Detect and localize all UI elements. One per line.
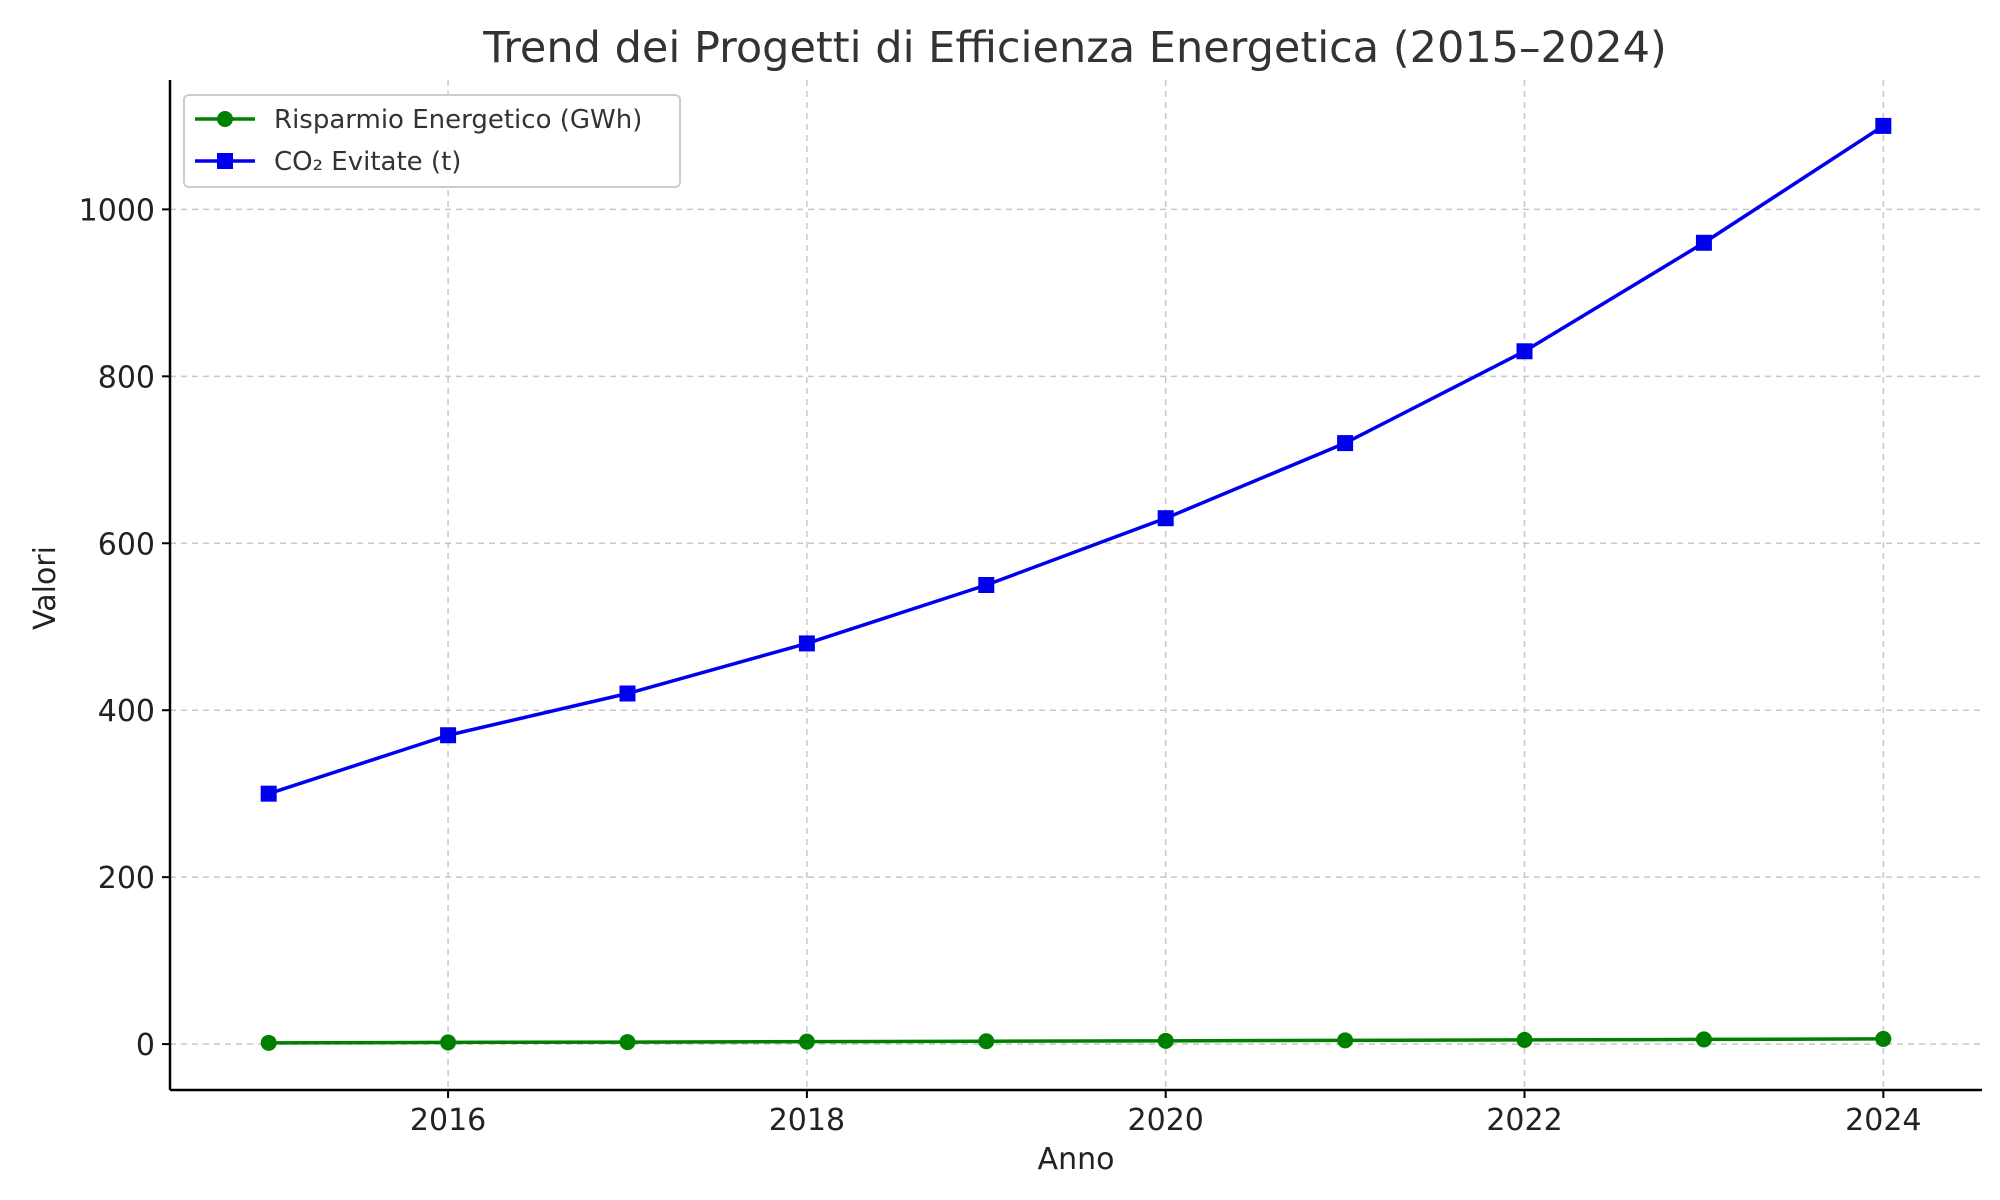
chart-title: Trend dei Progetti di Efficienza Energet… <box>482 23 1667 73</box>
x-tick-label: 2024 <box>1845 1103 1921 1138</box>
legend-label: Risparmio Energetico (GWh) <box>274 105 642 135</box>
x-tick-label: 2018 <box>769 1103 845 1138</box>
legend-marker <box>217 153 233 169</box>
x-tick-label: 2020 <box>1128 1103 1204 1138</box>
grid-lines <box>170 80 1982 1090</box>
series-2 <box>260 117 1892 802</box>
axes <box>168 80 1982 1092</box>
series-line <box>268 1037 1884 1045</box>
x-axis-ticks: 2016 2018 2020 2022 2024 <box>410 1090 1922 1138</box>
data-point <box>1157 1032 1174 1049</box>
y-axis-ticks: 0 200 400 600 800 1000 <box>79 193 170 1063</box>
y-axis-label: Valori <box>28 546 63 630</box>
y-tick-label: 400 <box>98 694 155 729</box>
data-point <box>1516 1031 1533 1048</box>
legend-marker <box>217 111 233 127</box>
data-point <box>798 1033 815 1050</box>
x-axis-label: Anno <box>1038 1142 1115 1177</box>
legend-label: CO₂ Evitate (t) <box>274 147 461 177</box>
legend-entries: Risparmio Energetico (GWh) CO₂ Evitate (t… <box>195 105 642 177</box>
x-tick-label: 2022 <box>1486 1103 1562 1138</box>
data-point <box>1695 234 1712 251</box>
x-tick-label: 2016 <box>410 1103 486 1138</box>
plot-series <box>260 117 1892 1051</box>
series-1 <box>260 1030 1892 1051</box>
data-point <box>619 1034 636 1051</box>
data-point <box>440 1034 457 1051</box>
y-tick-label: 200 <box>98 861 155 896</box>
data-point <box>440 727 457 744</box>
data-point <box>260 1034 277 1051</box>
data-point <box>978 1033 995 1050</box>
data-point <box>1875 117 1892 134</box>
y-tick-label: 600 <box>98 527 155 562</box>
legend: Risparmio Energetico (GWh) CO₂ Evitate (t… <box>183 94 681 188</box>
y-tick-label: 800 <box>98 360 155 395</box>
data-point <box>1516 343 1533 360</box>
data-point <box>978 577 995 593</box>
legend-box <box>183 94 681 188</box>
data-point <box>1337 435 1354 452</box>
y-tick-label: 0 <box>136 1028 155 1063</box>
data-point <box>619 685 636 702</box>
data-point <box>1695 1031 1712 1048</box>
y-tick-label: 1000 <box>79 193 155 228</box>
data-point <box>260 785 277 802</box>
data-point <box>1875 1030 1892 1047</box>
data-point <box>1157 510 1174 527</box>
data-point <box>798 635 815 652</box>
data-point <box>1337 1032 1354 1049</box>
series-line <box>268 124 1885 796</box>
